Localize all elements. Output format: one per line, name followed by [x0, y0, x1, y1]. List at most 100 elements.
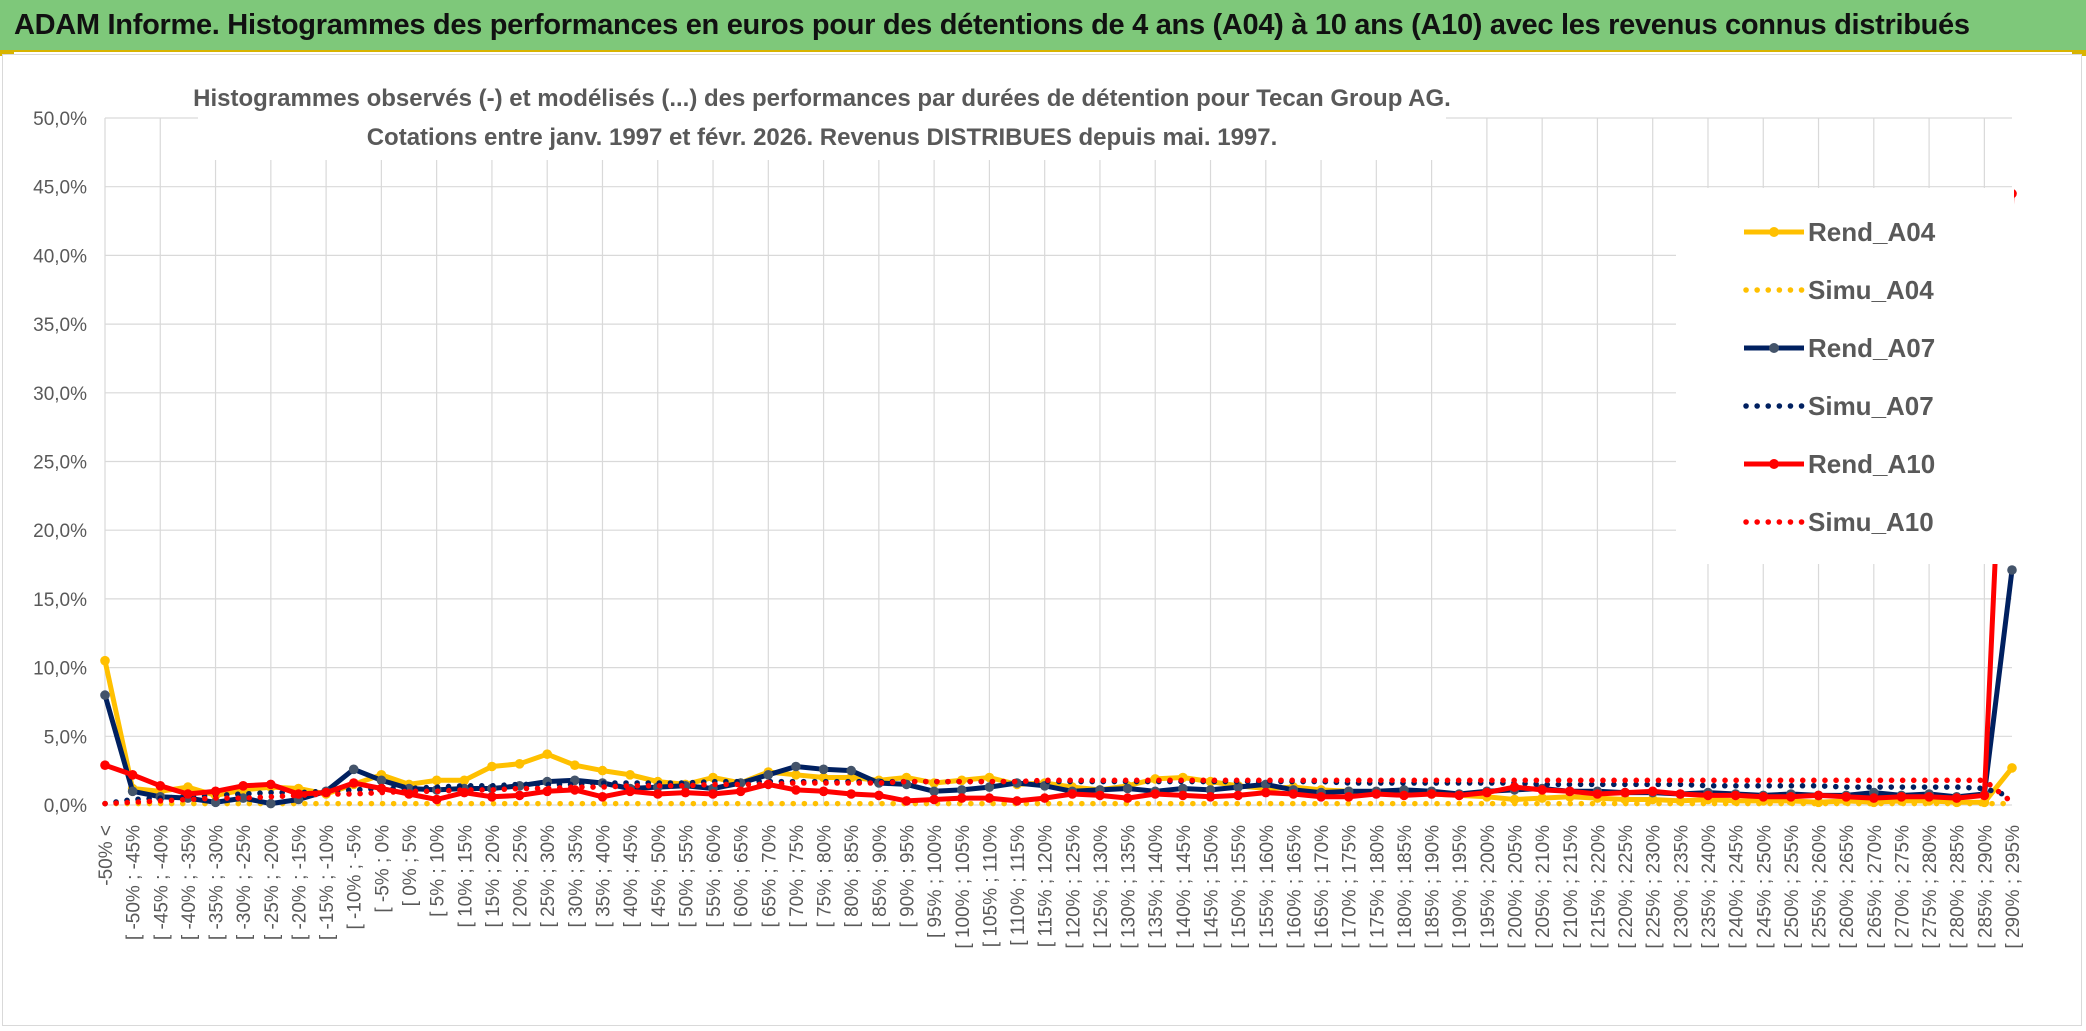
- data-point: [1509, 782, 1520, 792]
- data-point: [791, 785, 801, 795]
- data-point: [1979, 790, 1990, 801]
- x-tick-label: [ 260% ; 265%: [1837, 825, 1858, 949]
- x-tick-label: [ -5% ; 0%: [372, 825, 393, 913]
- data-point: [1454, 790, 1464, 801]
- x-tick-label: [ 200% ; 205%: [1506, 825, 1527, 949]
- x-tick-label: [ 270% ; 275%: [1892, 825, 1913, 949]
- series-rend-a10: [100, 188, 2017, 806]
- x-tick-label: [ 65% ; 70%: [759, 825, 780, 928]
- x-tick-label: [ 195% ; 200%: [1478, 825, 1499, 949]
- series-line: [102, 569, 2015, 807]
- corner-mark-right: [2072, 50, 2086, 56]
- data-point: [1399, 790, 1409, 801]
- x-tick-label: [ 285% ; 290%: [1975, 825, 1996, 949]
- x-tick-label: [ 280% ; 285%: [1948, 825, 1969, 949]
- data-point: [653, 789, 663, 799]
- x-tick-label: [ 220% ; 225%: [1616, 825, 1637, 949]
- legend-label: Simu_A10: [1808, 507, 1934, 537]
- series-group: [100, 188, 2017, 809]
- data-point: [127, 786, 138, 797]
- y-tick-label: 45,0%: [33, 178, 87, 199]
- data-point: [874, 790, 884, 801]
- chart-legend: Rend_A04 Simu_A04 Rend_A07 Simu_A07 Rend_A10…: [1676, 188, 2014, 564]
- data-point: [818, 786, 829, 797]
- data-point: [929, 786, 939, 797]
- y-axis: 0,0% 5,0% 10,0% 15,0% 20,0% 25,0% 30,0% 35,0% 40…: [33, 109, 87, 817]
- data-point: [514, 790, 525, 801]
- x-tick-label: [ 265% ; 270%: [1865, 825, 1886, 949]
- data-point: [791, 761, 801, 772]
- data-point: [1178, 790, 1188, 801]
- data-point: [1592, 789, 1603, 799]
- x-tick-label: [ 290% ; 295%: [2003, 825, 2024, 949]
- y-tick-label: 25,0%: [33, 453, 87, 474]
- x-tick-label: [ 30% ; 35%: [566, 825, 587, 928]
- x-tick-label: [ 205% ; 210%: [1533, 825, 1554, 949]
- data-point: [376, 775, 387, 786]
- x-tick-label: [ 170% ; 175%: [1340, 825, 1361, 949]
- x-tick-label: [ 35% ; 40%: [593, 825, 614, 928]
- data-point: [1233, 790, 1243, 801]
- data-point: [625, 770, 635, 780]
- y-tick-label: 50,0%: [33, 109, 87, 130]
- data-point: [348, 778, 359, 788]
- legend-label: Rend_A10: [1808, 449, 1935, 479]
- data-point: [266, 779, 276, 790]
- data-point: [1869, 793, 1879, 803]
- chart-title-line2: Cotations entre janv. 1997 et févr. 2026…: [367, 124, 1278, 151]
- data-point: [708, 789, 718, 799]
- legend-label: Rend_A07: [1808, 333, 1935, 363]
- y-tick-label: 15,0%: [33, 590, 87, 611]
- x-tick-label: [ 225% ; 230%: [1644, 825, 1665, 949]
- legend-label: Simu_A04: [1808, 275, 1934, 305]
- y-tick-label: 0,0%: [44, 796, 87, 817]
- data-point: [1537, 793, 1547, 803]
- series-simu-a10: [102, 777, 2015, 807]
- data-point: [2007, 565, 2017, 575]
- x-tick-label: [ 115% ; 120%: [1036, 825, 1057, 947]
- x-tick-label: [ 100% ; 105%: [953, 825, 974, 949]
- data-point: [1675, 789, 1686, 799]
- x-tick-label: [ 60% ; 65%: [732, 825, 753, 928]
- x-tick-label: [ 145% ; 150%: [1202, 825, 1223, 949]
- data-point: [431, 794, 442, 805]
- x-tick-label: [ 55% ; 60%: [704, 825, 725, 928]
- data-point: [542, 749, 552, 759]
- data-point: [1426, 789, 1437, 799]
- data-point: [1288, 789, 1299, 799]
- data-point: [1703, 790, 1713, 801]
- x-tick-label: [ -40% ; -35%: [179, 825, 200, 940]
- legend-background: [1676, 188, 2014, 564]
- series-rend-a07: [100, 565, 2017, 809]
- x-tick-label: [ 140% ; 145%: [1174, 825, 1195, 949]
- x-tick-label: [ 125% ; 130%: [1091, 825, 1112, 949]
- x-tick-label: [ 215% ; 220%: [1588, 825, 1609, 949]
- x-tick-label: [ 50% ; 55%: [676, 825, 697, 928]
- y-tick-label: 5,0%: [44, 727, 87, 748]
- data-point: [984, 793, 995, 803]
- x-tick-label: [ -20% ; -15%: [289, 825, 310, 940]
- data-point: [1482, 787, 1492, 798]
- data-point: [1647, 794, 1658, 805]
- data-point: [984, 782, 995, 792]
- series-line: [102, 660, 2014, 805]
- x-tick-label: [ -15% ; -10%: [317, 825, 338, 940]
- x-tick-label: [ -25% ; -20%: [262, 825, 283, 940]
- x-tick-label: [ 45% ; 50%: [649, 825, 670, 928]
- data-point: [957, 785, 967, 795]
- data-point: [597, 792, 608, 802]
- data-point: [625, 786, 635, 797]
- x-tick-label: [ 0% ; 5%: [400, 825, 421, 906]
- x-tick-label: [ 235% ; 240%: [1699, 825, 1720, 949]
- data-point: [929, 794, 939, 805]
- header-banner: ADAM Informe. Histogrammes des performan…: [0, 0, 2086, 52]
- legend-marker: [1769, 459, 1779, 469]
- x-tick-label: [ 75% ; 80%: [815, 825, 836, 928]
- x-tick-label: [ 95% ; 100%: [925, 825, 946, 938]
- data-point: [680, 787, 691, 798]
- data-point: [818, 764, 829, 775]
- data-point: [1813, 790, 1824, 801]
- x-tick-label: [ -35% ; -30%: [207, 825, 228, 940]
- data-point: [846, 765, 856, 776]
